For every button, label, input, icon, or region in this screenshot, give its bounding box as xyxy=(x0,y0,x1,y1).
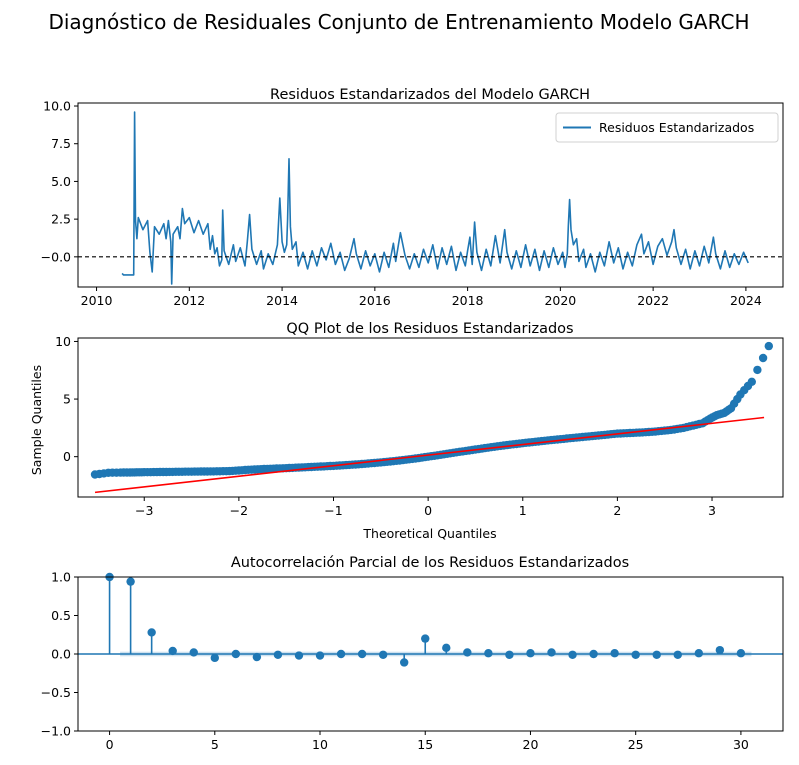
residuals-y-tick-label: −0.0 xyxy=(41,249,71,264)
pacf-marker xyxy=(273,650,283,659)
pacf-marker xyxy=(189,648,198,657)
residuals-x-tick-label: 2012 xyxy=(173,293,205,308)
qq-y-ticks: 0 5 10 xyxy=(55,334,78,464)
pacf-marker xyxy=(547,648,556,657)
residuals-y-tick-label: 2.5 xyxy=(51,212,71,227)
qq-x-tick-label: −3 xyxy=(135,503,153,518)
residuals-x-tick-label: 2020 xyxy=(544,293,576,308)
pacf-marker xyxy=(126,577,135,586)
pacf-marker xyxy=(399,658,409,667)
pacf-marker xyxy=(610,649,619,658)
pacf-marker xyxy=(357,649,367,659)
pacf-marker xyxy=(442,643,451,653)
pacf-marker xyxy=(631,650,640,659)
residuals-x-tick-label: 2024 xyxy=(730,293,762,308)
pacf-marker xyxy=(652,650,661,659)
residuals-y-ticks: −0.0 2.5 5.0 7.5 10.0 xyxy=(41,99,78,264)
legend-entry-residuos: Residuos Estandarizados xyxy=(599,120,754,135)
residuals-legend: Residuos Estandarizados xyxy=(555,112,779,143)
qq-y-axis-label: Sample Quantiles xyxy=(29,365,44,475)
residuals-x-tick-label: 2014 xyxy=(266,293,298,308)
pacf-panel: Autocorrelación Parcial de los Residuos … xyxy=(41,555,784,752)
residuals-plot-area xyxy=(78,111,783,285)
qq-reference-line xyxy=(94,416,765,494)
pacf-marker xyxy=(673,650,682,659)
pacf-x-tick-label: 0 xyxy=(106,737,114,752)
residuals-y-tick-label: 10.0 xyxy=(43,99,71,114)
qq-point xyxy=(753,365,762,375)
qq-y-tick-label: 5 xyxy=(63,392,71,407)
pacf-x-tick-label: 20 xyxy=(523,737,539,752)
qq-panel: QQ Plot de los Residuos Estandarizados −… xyxy=(29,321,784,541)
residuals-y-tick-label: 7.5 xyxy=(51,136,71,151)
qq-x-tick-label: 2 xyxy=(613,503,621,518)
pacf-x-ticks: 0 5 10 15 20 25 30 xyxy=(106,731,749,752)
qq-axes-frame xyxy=(77,337,784,498)
residuals-y-tick-label: 5.0 xyxy=(51,174,71,189)
pacf-marker xyxy=(694,649,704,658)
pacf-y-tick-label: 1.0 xyxy=(51,570,71,585)
qq-point xyxy=(747,377,756,386)
pacf-x-tick-label: 25 xyxy=(628,737,644,752)
pacf-marker xyxy=(715,645,725,655)
residuals-x-ticks: 2010 2012 2014 2016 2018 2020 2022 2024 xyxy=(81,287,762,308)
figure-suptitle: Diagnóstico de Residuales Conjunto de En… xyxy=(48,10,749,34)
pacf-y-tick-label: 0.5 xyxy=(51,608,71,623)
qq-title: QQ Plot de los Residuos Estandarizados xyxy=(286,321,573,337)
pacf-y-tick-label: −0.5 xyxy=(41,685,71,700)
residuals-x-tick-label: 2016 xyxy=(359,293,391,308)
pacf-marker xyxy=(210,653,219,663)
residuals-x-tick-label: 2022 xyxy=(637,293,669,308)
pacf-title: Autocorrelación Parcial de los Residuos … xyxy=(231,555,629,571)
residuals-x-tick-label: 2010 xyxy=(81,293,113,308)
qq-plot-area xyxy=(90,341,773,494)
pacf-x-tick-label: 15 xyxy=(417,737,433,752)
qq-x-ticks: −3 −2 −1 0 1 2 3 xyxy=(135,497,716,518)
pacf-marker xyxy=(463,648,472,657)
pacf-marker xyxy=(252,652,262,662)
pacf-y-ticks: −1.0 −0.5 0.0 0.5 1.0 xyxy=(41,570,78,739)
qq-x-axis-label: Theoretical Quantiles xyxy=(362,526,496,541)
qq-x-tick-label: 3 xyxy=(708,503,716,518)
pacf-marker xyxy=(526,649,535,658)
residuals-series-line xyxy=(121,111,749,285)
qq-point xyxy=(758,353,768,363)
residuals-x-tick-label: 2018 xyxy=(452,293,484,308)
qq-y-tick-label: 10 xyxy=(55,334,71,349)
pacf-x-tick-label: 30 xyxy=(733,737,749,752)
pacf-marker xyxy=(336,649,346,659)
pacf-marker xyxy=(315,651,325,660)
residuals-title: Residuos Estandarizados del Modelo GARCH xyxy=(270,87,590,103)
pacf-x-tick-label: 5 xyxy=(211,737,219,752)
pacf-marker xyxy=(294,651,304,660)
pacf-x-tick-label: 10 xyxy=(312,737,328,752)
pacf-marker xyxy=(378,650,388,659)
pacf-marker xyxy=(421,634,430,643)
qq-x-tick-label: 1 xyxy=(519,503,527,518)
pacf-marker xyxy=(147,628,156,637)
residuals-panel: Residuos Estandarizados del Modelo GARCH… xyxy=(41,87,784,308)
pacf-y-tick-label: −1.0 xyxy=(41,724,71,739)
legend-box xyxy=(555,112,779,143)
pacf-marker xyxy=(568,650,577,659)
pacf-plot-area xyxy=(78,572,783,667)
qq-x-tick-label: −2 xyxy=(230,503,248,518)
pacf-marker xyxy=(736,649,746,658)
qq-y-tick-label: 0 xyxy=(63,449,71,464)
residuals-axes-frame xyxy=(77,102,784,288)
qq-x-tick-label: −1 xyxy=(324,503,342,518)
pacf-y-tick-label: 0.0 xyxy=(51,647,71,662)
pacf-marker xyxy=(589,649,598,659)
qq-x-tick-label: 0 xyxy=(424,503,432,518)
pacf-marker xyxy=(484,649,493,658)
pacf-marker xyxy=(168,646,177,656)
qq-point xyxy=(764,341,773,351)
pacf-marker xyxy=(505,650,514,659)
pacf-marker xyxy=(231,649,241,659)
